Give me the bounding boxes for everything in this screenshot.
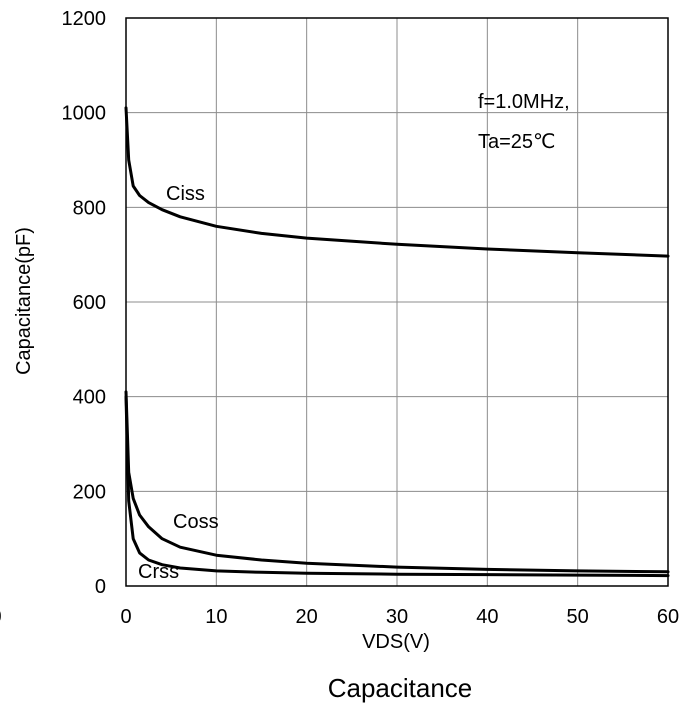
x-tick-label: 30 <box>386 606 408 628</box>
test-condition-temperature: Ta=25℃ <box>478 131 556 153</box>
series-label-crss: Crss <box>138 561 179 583</box>
series-line-ciss <box>124 106 670 258</box>
series-lines <box>124 106 670 578</box>
y-tick-label: 400 <box>73 387 106 409</box>
x-axis-label: VDS(V) <box>362 631 430 653</box>
y-tick-label: 600 <box>73 292 106 314</box>
y-tick-label: 1000 <box>62 103 107 125</box>
y-tick-label: 800 <box>73 197 106 219</box>
x-tick-label: 0 <box>120 606 131 628</box>
series-label-ciss: Ciss <box>166 183 205 205</box>
x-tick-label: 50 <box>567 606 589 628</box>
x-tick-label: 60 <box>657 606 679 628</box>
test-condition-frequency: f=1.0MHz, <box>478 91 570 113</box>
series-line-coss <box>124 390 670 574</box>
x-tick-label: 20 <box>296 606 318 628</box>
y-tick-labels: 0 200 400 600 800 1000 1200 <box>62 8 107 598</box>
series-line-crss <box>124 395 670 578</box>
plot-frame <box>125 17 669 587</box>
y-tick-label: 200 <box>73 481 106 503</box>
grid-lines <box>126 18 668 586</box>
x-tick-labels: 0 10 20 30 40 50 60 <box>120 606 679 628</box>
series-label-coss: Coss <box>173 511 219 533</box>
x-tick-label-extra: 0 <box>0 606 2 628</box>
x-tick-label: 10 <box>205 606 227 628</box>
y-axis-label: Capacitance(pF) <box>13 227 35 375</box>
chart-caption: Capacitance <box>328 673 473 703</box>
y-tick-label: 1200 <box>62 8 107 30</box>
y-tick-label: 0 <box>95 576 106 598</box>
x-tick-label: 40 <box>476 606 498 628</box>
